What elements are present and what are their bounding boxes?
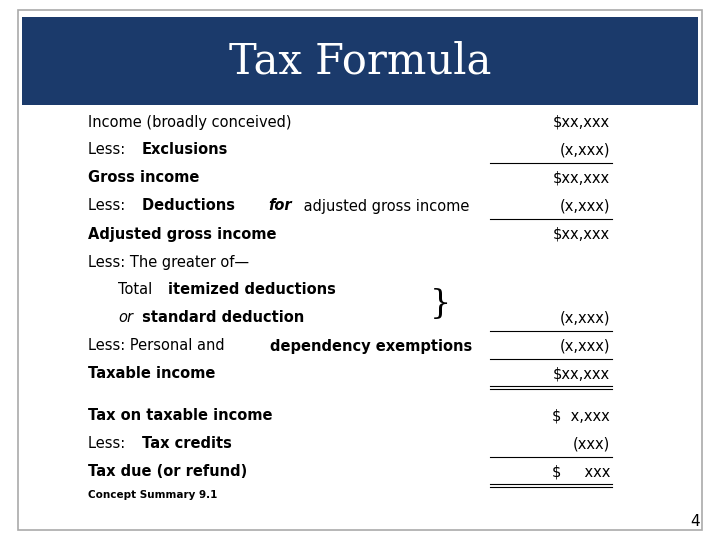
Text: adjusted gross income: adjusted gross income bbox=[299, 199, 469, 213]
Text: Less:: Less: bbox=[88, 199, 130, 213]
Text: Taxable income: Taxable income bbox=[88, 367, 215, 381]
Text: 4: 4 bbox=[690, 515, 700, 530]
Text: Deductions: Deductions bbox=[142, 199, 240, 213]
Text: Less: The greater of—: Less: The greater of— bbox=[88, 254, 249, 269]
Text: Tax due (or refund): Tax due (or refund) bbox=[88, 464, 247, 480]
FancyBboxPatch shape bbox=[22, 17, 698, 105]
Text: Total: Total bbox=[118, 282, 157, 298]
Text: $xx,xxx: $xx,xxx bbox=[553, 226, 610, 241]
Text: Exclusions: Exclusions bbox=[142, 143, 228, 158]
Text: $     xxx: $ xxx bbox=[552, 464, 610, 480]
Text: (x,xxx): (x,xxx) bbox=[559, 143, 610, 158]
Text: Tax Formula: Tax Formula bbox=[229, 40, 491, 82]
Text: for: for bbox=[269, 199, 292, 213]
Text: Tax on taxable income: Tax on taxable income bbox=[88, 408, 272, 423]
Text: Tax credits: Tax credits bbox=[142, 436, 232, 451]
Text: (x,xxx): (x,xxx) bbox=[559, 199, 610, 213]
Text: dependency exemptions: dependency exemptions bbox=[270, 339, 472, 354]
Text: itemized deductions: itemized deductions bbox=[168, 282, 336, 298]
Text: $xx,xxx: $xx,xxx bbox=[553, 367, 610, 381]
Text: Less:: Less: bbox=[88, 436, 130, 451]
Text: Income (broadly conceived): Income (broadly conceived) bbox=[88, 114, 292, 130]
Text: (xxx): (xxx) bbox=[572, 436, 610, 451]
Text: (x,xxx): (x,xxx) bbox=[559, 310, 610, 326]
Text: Less:: Less: bbox=[88, 143, 130, 158]
Text: Gross income: Gross income bbox=[88, 171, 199, 186]
Text: (x,xxx): (x,xxx) bbox=[559, 339, 610, 354]
Text: Concept Summary 9.1: Concept Summary 9.1 bbox=[88, 490, 217, 500]
FancyBboxPatch shape bbox=[18, 10, 702, 530]
Text: Adjusted gross income: Adjusted gross income bbox=[88, 226, 276, 241]
Text: standard deduction: standard deduction bbox=[138, 310, 305, 326]
Text: }: } bbox=[430, 288, 451, 320]
Text: $xx,xxx: $xx,xxx bbox=[553, 114, 610, 130]
Text: $  x,xxx: $ x,xxx bbox=[552, 408, 610, 423]
Text: $xx,xxx: $xx,xxx bbox=[553, 171, 610, 186]
Text: or: or bbox=[118, 310, 133, 326]
Text: Less: Personal and: Less: Personal and bbox=[88, 339, 229, 354]
